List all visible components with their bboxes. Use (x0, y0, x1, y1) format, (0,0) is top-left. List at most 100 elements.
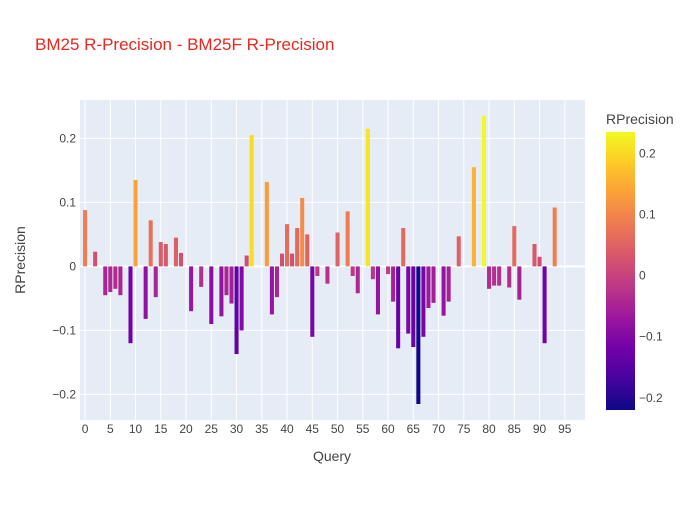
x-tick-label: 90 (533, 422, 547, 436)
bar (295, 228, 300, 267)
bar (386, 266, 391, 275)
y-tick-label: 0.2 (59, 131, 76, 145)
bar (143, 266, 148, 319)
bar (148, 220, 153, 267)
bar (391, 266, 396, 302)
bar (471, 167, 476, 267)
y-axis-ticks: −0.2 −0.1 0 0.1 0.2 (52, 131, 76, 401)
colorbar-gradient (606, 132, 635, 410)
bar (300, 197, 305, 267)
bar (108, 266, 113, 292)
x-tick-label: 95 (558, 422, 572, 436)
bar (103, 266, 108, 296)
bar (406, 266, 411, 334)
bar (365, 128, 370, 267)
x-tick-label: 0 (82, 422, 89, 436)
bar (431, 266, 436, 303)
bar (274, 266, 279, 298)
bar (532, 244, 537, 267)
bar (310, 266, 315, 337)
colorbar-ticks: −0.2 −0.1 0 0.1 0.2 (639, 146, 663, 404)
x-tick-label: 70 (432, 422, 446, 436)
x-tick-label: 55 (356, 422, 370, 436)
y-axis-title: RPrecision (12, 226, 28, 294)
bar (370, 266, 375, 280)
bar (178, 252, 184, 267)
x-tick-label: 10 (129, 422, 143, 436)
bars (83, 116, 557, 404)
x-tick-label: 15 (154, 422, 168, 436)
x-tick-label: 25 (205, 422, 219, 436)
bar (416, 266, 421, 404)
x-tick-label: 5 (107, 422, 114, 436)
bar (315, 266, 320, 276)
bar (189, 266, 194, 312)
x-tick-label: 45 (306, 422, 320, 436)
bar (285, 224, 290, 267)
bar (512, 226, 517, 267)
bar (497, 266, 502, 286)
bar (325, 266, 330, 284)
x-tick-label: 85 (508, 422, 522, 436)
x-tick-label: 20 (179, 422, 193, 436)
bar (153, 266, 158, 298)
x-tick-label: 65 (407, 422, 421, 436)
chart-title: BM25 R-Precision - BM25F R-Precision (35, 35, 334, 54)
bar (229, 266, 234, 304)
bar (492, 266, 497, 286)
colorbar-tick-label: 0.2 (639, 146, 656, 160)
bar (279, 253, 285, 267)
bar (411, 266, 416, 348)
x-tick-label: 30 (230, 422, 244, 436)
x-tick-label: 60 (381, 422, 395, 436)
bar (158, 242, 163, 267)
bar (244, 255, 249, 267)
bar (355, 266, 360, 294)
colorbar-title: RPrecision (606, 111, 674, 127)
colorbar-tick-label: −0.2 (639, 391, 663, 405)
bar (118, 266, 123, 296)
x-axis-ticks: 0 5 10 15 20 25 30 35 40 45 50 55 60 65 70 75 80 85 90 95 (82, 422, 572, 436)
bar (401, 228, 406, 267)
bar (396, 266, 401, 349)
y-tick-label: 0 (69, 259, 76, 273)
bar (83, 210, 88, 267)
bar (456, 236, 461, 267)
x-tick-label: 35 (255, 422, 269, 436)
bar (113, 266, 118, 289)
bar (335, 232, 340, 267)
bar (269, 266, 274, 315)
bar (421, 266, 426, 337)
bar (507, 266, 512, 288)
colorbar-tick-label: 0.1 (639, 207, 656, 221)
bar (219, 266, 224, 317)
colorbar-tick-label: −0.1 (639, 330, 663, 344)
bar (93, 251, 98, 267)
colorbar-tick-label: 0 (639, 269, 646, 283)
plot-background (80, 100, 585, 420)
bar (163, 244, 168, 267)
bar (249, 135, 254, 267)
bar (209, 266, 214, 324)
bar (487, 266, 492, 289)
bar (426, 266, 431, 308)
bar (375, 266, 380, 315)
x-tick-label: 40 (280, 422, 294, 436)
bar (542, 266, 547, 344)
bar (199, 266, 204, 287)
y-tick-label: −0.1 (52, 323, 76, 337)
bar (441, 266, 446, 316)
bar (552, 207, 557, 267)
bar (133, 180, 138, 267)
bar (537, 256, 542, 267)
y-tick-label: 0.1 (59, 195, 76, 209)
bar (481, 116, 487, 267)
bar (305, 234, 310, 267)
x-tick-label: 80 (482, 422, 496, 436)
bar (173, 237, 178, 267)
bar (264, 181, 269, 267)
bar (350, 266, 355, 276)
x-axis-title: Query (313, 448, 351, 464)
bar (290, 253, 295, 267)
